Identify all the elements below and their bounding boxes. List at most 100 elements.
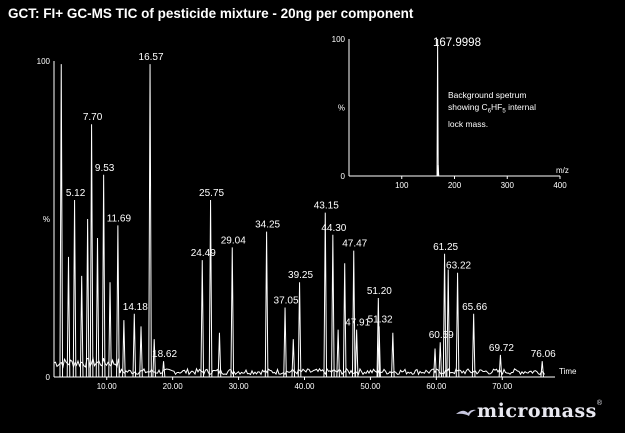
x-tick-label: 40.00: [294, 382, 315, 391]
peak: [148, 64, 152, 378]
peak-label: 63.22: [446, 261, 471, 272]
inset-annotation: Background spetrum showing C6HF5 interna…: [448, 89, 568, 130]
peak: [217, 332, 222, 378]
peak-label: 24.49: [191, 248, 216, 259]
inset-spectrum: 100% 0 100 200 300 400 m/z: [332, 35, 569, 190]
y-tick-label: %: [338, 104, 345, 113]
y-tick-label: 100: [332, 35, 346, 44]
chart-title: GCT: FI+ GC-MS TIC of pesticide mixture …: [8, 6, 414, 21]
peak-label: 61.25: [433, 242, 458, 253]
peak-label: 47.47: [342, 239, 367, 250]
peak: [139, 326, 143, 378]
registered-mark: ®: [596, 400, 603, 407]
peak: [437, 165, 440, 177]
bird-logo-icon: [456, 409, 476, 416]
peak: [283, 307, 287, 378]
peak-label: 25.75: [199, 188, 224, 199]
peak: [132, 313, 137, 378]
peak-label: 16.57: [139, 52, 164, 63]
peak-label: 43.15: [314, 201, 339, 212]
y-tick-label: 0: [341, 172, 346, 181]
peak-label: 9.53: [95, 163, 115, 174]
x-tick-label: 50.00: [360, 382, 381, 391]
peak-label: 37.05: [274, 295, 299, 306]
peak: [108, 282, 112, 378]
x-tick-label: 100: [395, 181, 409, 190]
y-tick-label: %: [43, 215, 50, 224]
peak: [89, 124, 94, 378]
x-tick-label: 60.00: [426, 382, 447, 391]
peak: [200, 260, 205, 378]
peak: [351, 250, 356, 378]
x-tick-label: 70.00: [492, 382, 513, 391]
peak: [471, 313, 476, 378]
peak-label: 29.04: [221, 235, 246, 246]
x-tick-label: 30.00: [229, 382, 250, 391]
peak: [442, 253, 447, 378]
inset-peak-label: 167.9998: [433, 37, 481, 49]
inset-annotation-line2: showing C6HF5 internal: [448, 102, 536, 115]
y-tick-label: 0: [46, 373, 51, 382]
peak-label: 11.69: [107, 213, 132, 224]
peak-label: 60.59: [429, 330, 454, 341]
peak: [291, 339, 296, 378]
brand-name: micromass: [477, 400, 597, 422]
peak: [376, 297, 381, 378]
peak: [438, 342, 443, 378]
x-axis-label: Time: [559, 367, 577, 376]
y-tick-label: 100: [37, 57, 51, 66]
inset-annotation-line1: Background spetrum: [448, 90, 527, 100]
peak: [498, 354, 503, 378]
peak: [264, 231, 269, 378]
peak-label: 18.62: [152, 349, 177, 360]
peak: [122, 320, 126, 378]
x-tick-label: 400: [553, 181, 567, 190]
peak-label: 69.72: [489, 343, 514, 354]
peak-label: 44.30: [321, 223, 346, 234]
x-axis-label: m/z: [556, 166, 569, 175]
peak-label: 39.25: [288, 270, 313, 281]
peak: [95, 237, 100, 378]
peak: [116, 225, 120, 378]
peak: [331, 234, 335, 378]
x-tick-label: 200: [448, 181, 462, 190]
x-tick-label: 10.00: [97, 382, 118, 391]
x-tick-label: 300: [501, 181, 515, 190]
peak-label: 34.25: [255, 220, 280, 231]
peak: [391, 332, 395, 378]
peak: [101, 174, 106, 378]
peak: [323, 212, 328, 378]
peak: [66, 256, 71, 378]
main-chromatogram: 100% 0 10.00 20.00 30.00 40.00 50.00 60.00 70.00…: [37, 52, 577, 391]
peak: [72, 200, 77, 378]
inset-annotation-line3: lock mass.: [448, 118, 489, 129]
peak: [342, 263, 347, 378]
peak-label: 51.32: [368, 314, 393, 325]
peak: [354, 329, 359, 378]
peak: [540, 361, 545, 378]
peak: [446, 269, 451, 378]
peak-label: 76.06: [531, 349, 556, 360]
peak: [436, 38, 439, 177]
peak: [161, 361, 166, 378]
peak: [79, 275, 84, 378]
peak: [433, 348, 437, 378]
peak: [230, 247, 235, 378]
peak-label: 65.66: [462, 302, 487, 313]
peak: [297, 282, 302, 378]
x-tick-label: 20.00: [163, 382, 184, 391]
peak: [85, 218, 90, 378]
peak: [208, 200, 213, 378]
peak-label: 5.12: [66, 188, 86, 199]
peak-label: 47.91: [345, 318, 370, 329]
peak-label: 7.70: [83, 112, 103, 123]
micromass-logo: micromass®: [455, 400, 602, 422]
peak-label: 51.20: [367, 286, 392, 297]
peak-label: 14.18: [123, 302, 148, 313]
peak: [59, 64, 64, 378]
peak: [336, 329, 340, 378]
peak: [152, 339, 156, 378]
peak: [377, 326, 381, 378]
baseline-trace: [53, 356, 545, 376]
